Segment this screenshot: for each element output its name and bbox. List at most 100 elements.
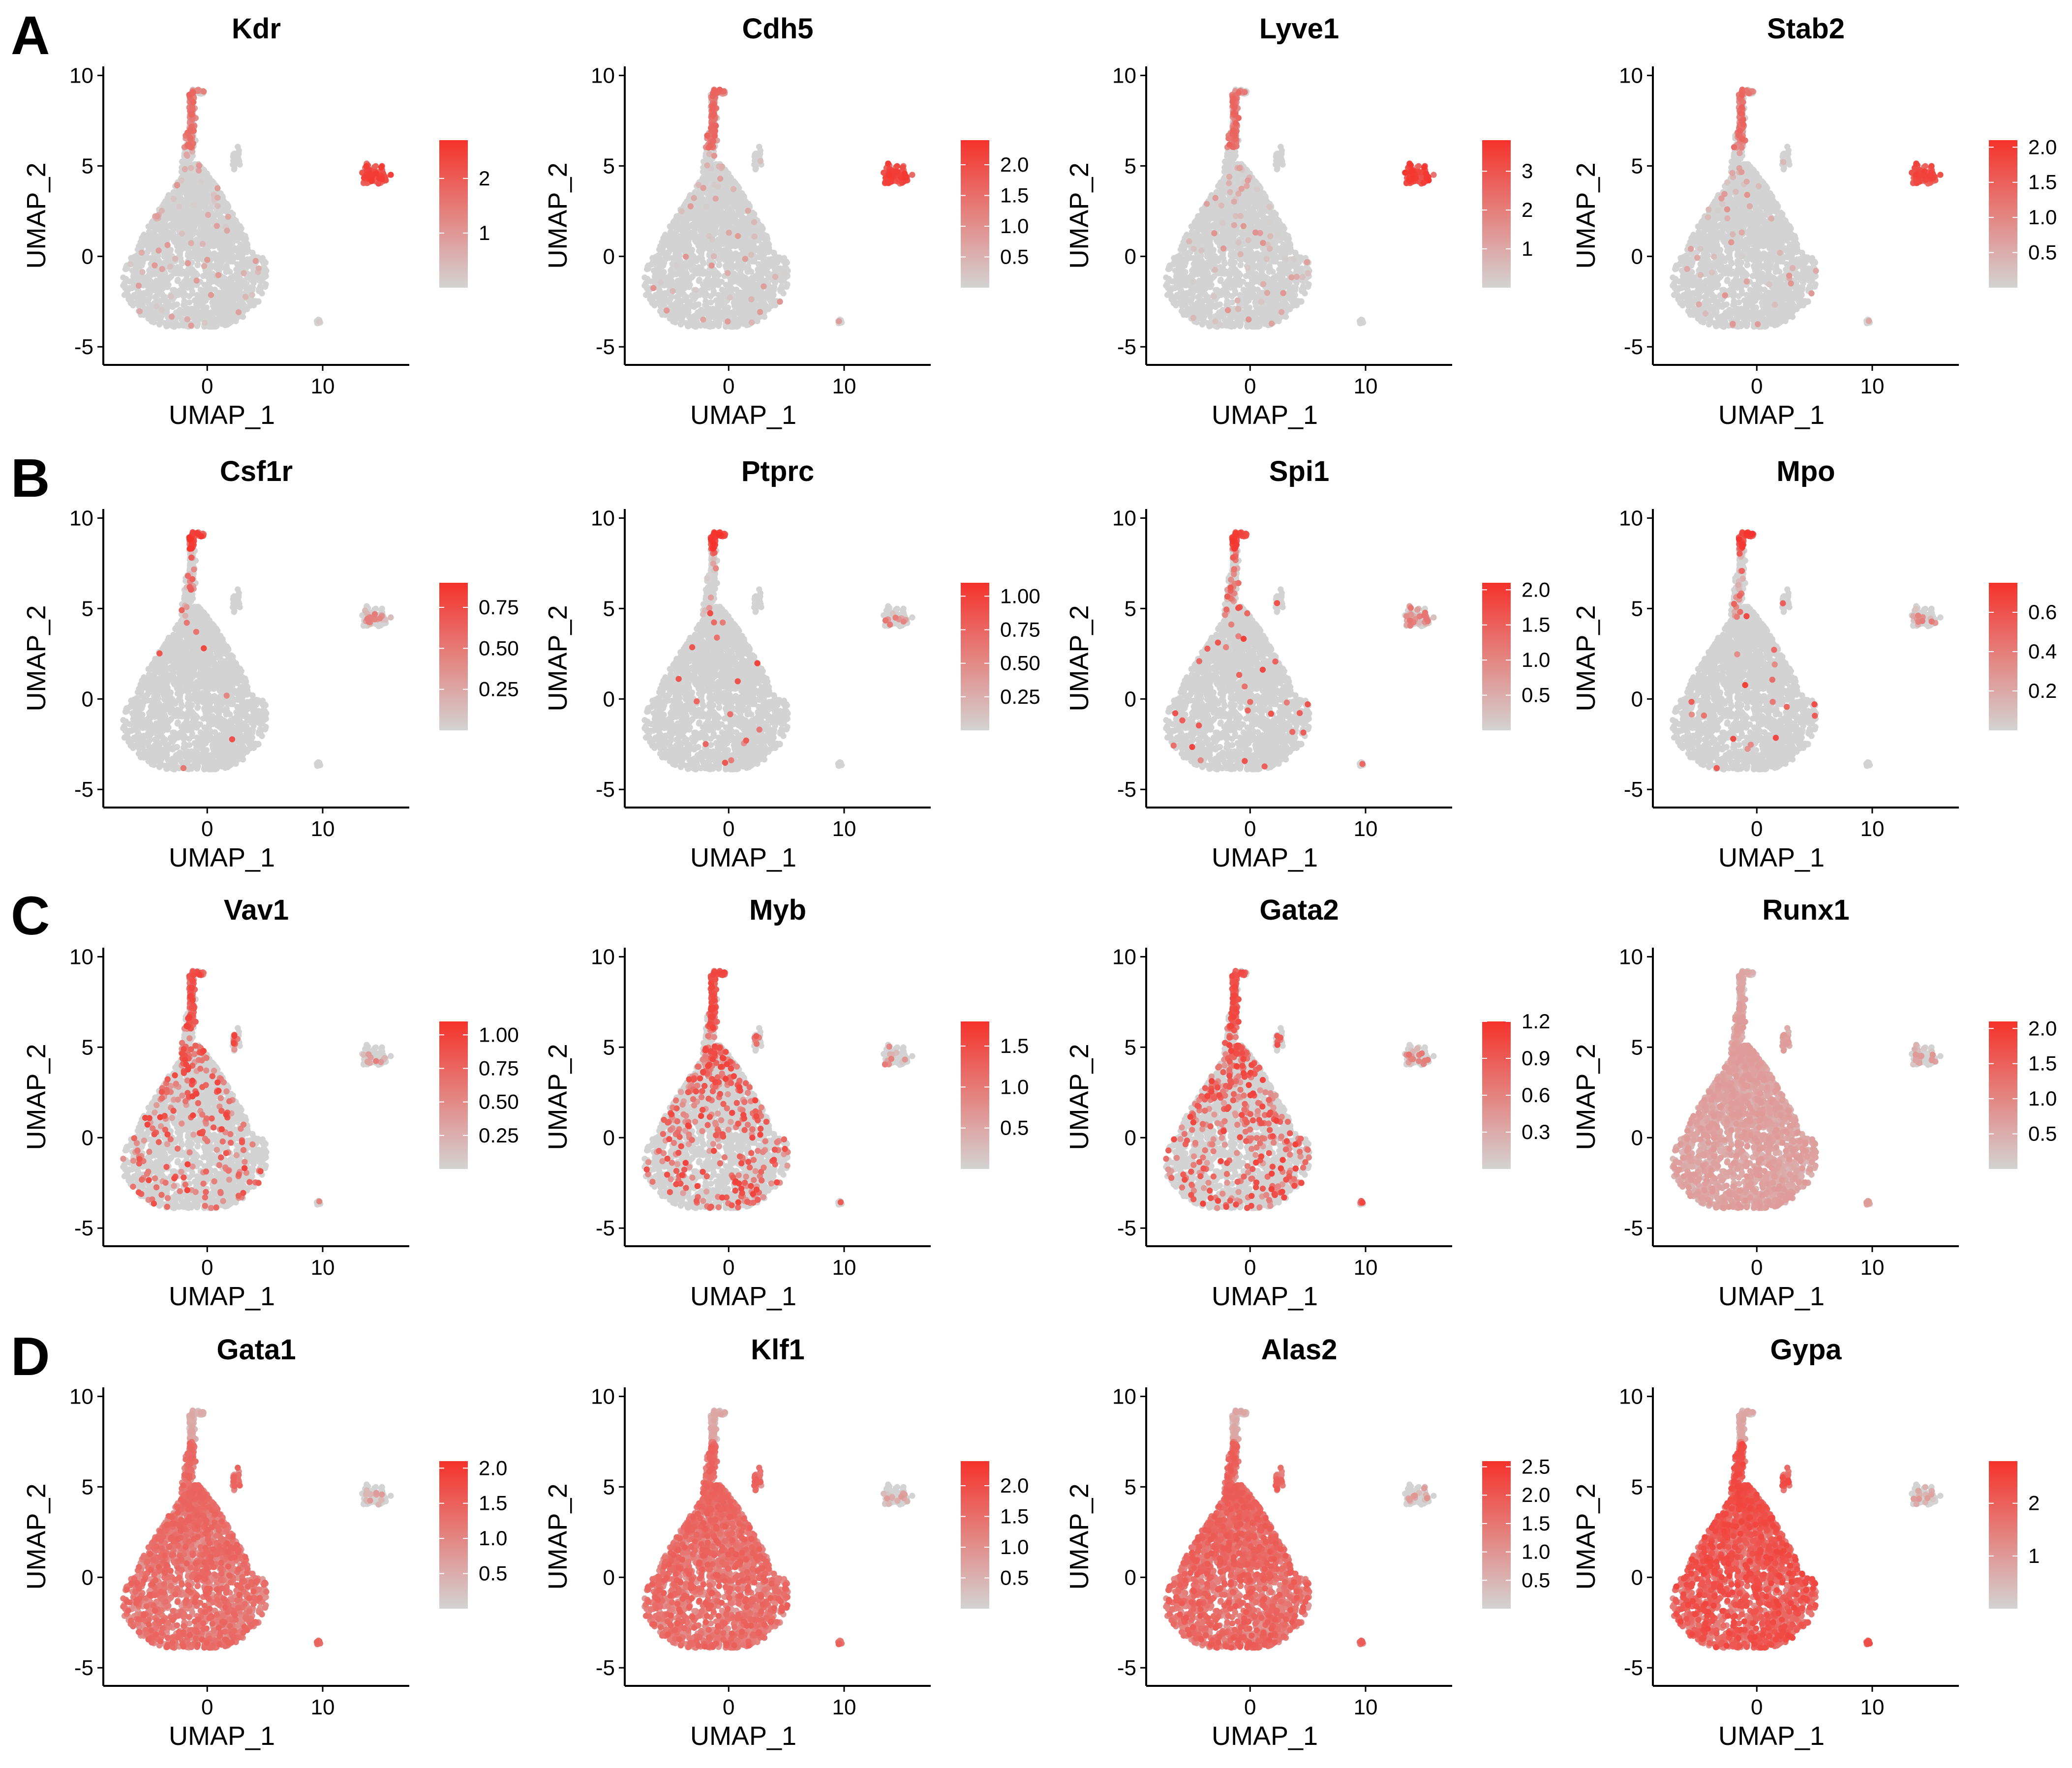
cell-point — [147, 232, 153, 238]
cell-point — [178, 177, 185, 184]
cell-point — [243, 260, 249, 267]
cell-point — [193, 183, 200, 190]
cell-point — [167, 263, 174, 270]
cell-point — [202, 320, 208, 326]
cell-point — [261, 259, 268, 266]
cell-point — [188, 176, 195, 182]
cell-point — [233, 266, 240, 273]
cell-point — [147, 277, 153, 284]
cell-point — [177, 213, 184, 220]
cell-point — [201, 263, 208, 269]
cell-point — [696, 278, 702, 284]
cell-point — [249, 292, 255, 298]
cell-point — [235, 309, 242, 316]
cell-point — [722, 257, 728, 263]
cell-point — [751, 211, 758, 217]
cell-point — [175, 221, 182, 228]
cell-point — [172, 255, 179, 262]
cell-point — [231, 159, 238, 166]
cell-point — [711, 272, 718, 279]
cell-point — [728, 278, 734, 285]
cell-point — [181, 224, 187, 231]
cell-point — [664, 249, 670, 256]
cell-point — [193, 277, 200, 284]
cell-point — [756, 237, 762, 244]
cell-point — [716, 262, 723, 268]
cell-point — [194, 292, 200, 298]
cell-point — [257, 283, 264, 290]
cell-point — [198, 178, 205, 185]
cell-point — [163, 212, 170, 218]
cell-point — [184, 186, 191, 193]
cell-point — [171, 287, 178, 293]
cell-point — [238, 225, 244, 232]
cell-point — [246, 298, 252, 304]
cell-point — [199, 249, 206, 255]
cell-point — [668, 267, 674, 274]
cell-point — [200, 89, 207, 95]
cell-point — [120, 274, 126, 281]
cell-point — [244, 304, 251, 310]
cell-point — [138, 249, 145, 256]
cell-point — [737, 303, 743, 310]
cell-point — [691, 313, 697, 320]
cell-point — [720, 192, 727, 199]
cell-point — [699, 246, 705, 253]
cell-point — [712, 208, 718, 214]
cell-point — [190, 99, 196, 106]
cell-point — [722, 263, 729, 269]
cell-point — [715, 277, 721, 284]
cell-point — [676, 269, 682, 275]
cell-point — [713, 306, 720, 312]
cell-point — [210, 218, 216, 224]
cell-point — [190, 272, 196, 279]
legend-tick-label: 1 — [479, 221, 490, 244]
cell-point — [222, 277, 228, 284]
cell-point — [201, 203, 207, 209]
cell-point — [174, 182, 181, 189]
cell-point — [690, 214, 697, 221]
x-tick-label: 10 — [310, 374, 335, 398]
cell-point — [698, 309, 704, 316]
cell-point — [163, 282, 170, 289]
cell-point — [753, 302, 760, 309]
cell-point — [188, 222, 195, 228]
cell-point — [187, 135, 193, 141]
cell-point — [185, 267, 191, 273]
cell-point — [213, 223, 220, 229]
cell-point — [204, 257, 211, 263]
cell-point — [196, 302, 202, 308]
cell-point — [735, 258, 741, 265]
cell-point — [174, 278, 181, 284]
cell-point — [179, 184, 185, 191]
cell-point — [146, 267, 152, 274]
cell-point — [212, 310, 218, 316]
cell-point — [728, 324, 734, 330]
cell-point — [178, 246, 184, 253]
cell-point — [241, 270, 247, 276]
cell-point — [193, 312, 200, 319]
cell-point — [183, 244, 189, 251]
cell-point — [164, 309, 170, 316]
cell-point — [668, 277, 675, 284]
cell-point — [757, 232, 763, 239]
cell-point — [701, 268, 707, 275]
cell-point — [697, 221, 703, 228]
cell-point — [243, 294, 249, 300]
cell-point — [152, 222, 158, 229]
cell-point — [654, 266, 660, 272]
cell-point — [194, 253, 200, 259]
cell-point — [210, 181, 216, 188]
cell-point — [169, 231, 175, 238]
cell-point — [163, 237, 170, 243]
cell-point — [743, 233, 750, 240]
cell-point — [748, 269, 755, 275]
cell-point — [125, 286, 132, 293]
cell-point — [203, 295, 210, 301]
cell-point — [168, 273, 175, 279]
cell-point — [678, 279, 685, 286]
cell-point — [316, 318, 323, 325]
cell-point — [194, 262, 201, 268]
cell-point — [189, 288, 195, 295]
cell-point — [726, 222, 732, 229]
